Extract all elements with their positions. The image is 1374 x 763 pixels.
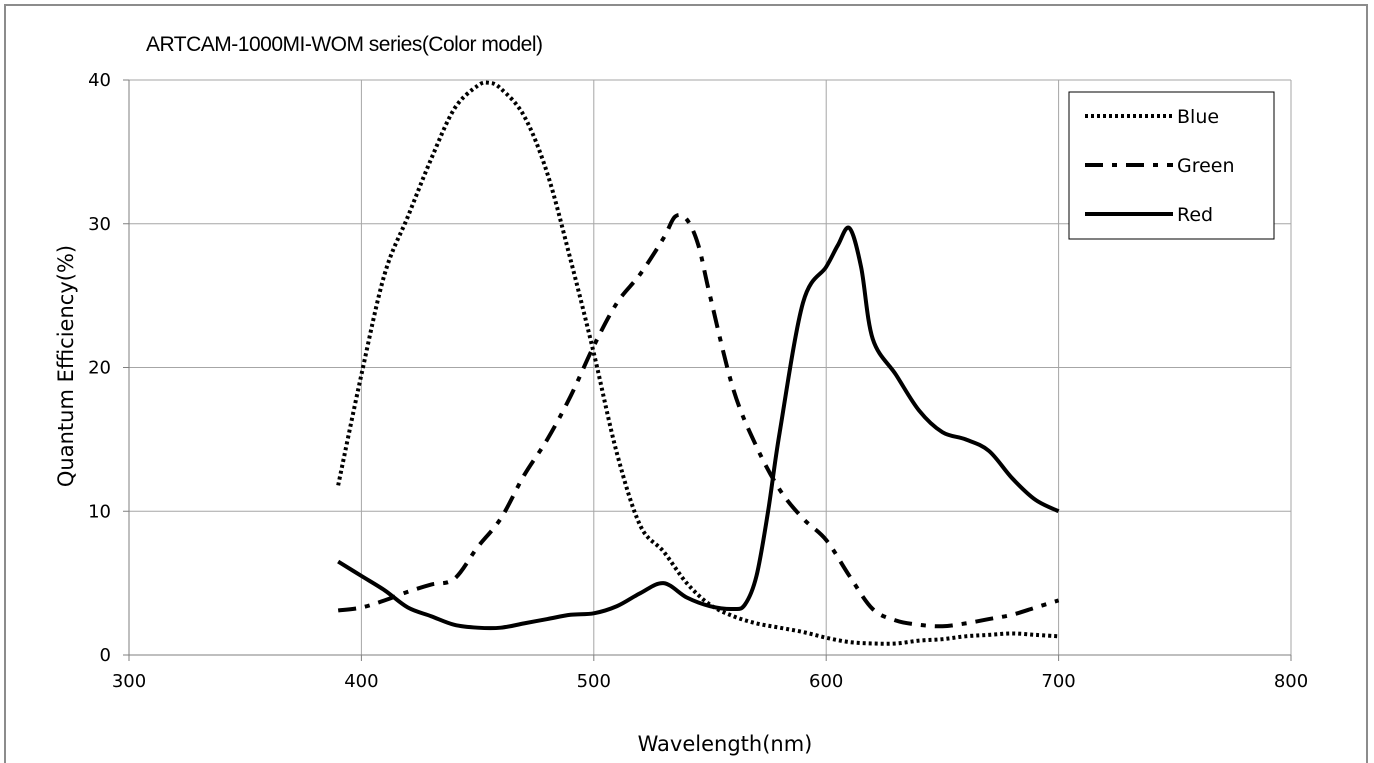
y-tick-label: 30 xyxy=(88,214,111,235)
chart-title: ARTCAM-1000MI-WOM series(Color model) xyxy=(146,33,543,56)
x-tick-labels: 300 400 500 600 700 800 xyxy=(112,671,1308,692)
x-tick-label: 300 xyxy=(112,671,146,692)
y-tick-label: 10 xyxy=(88,501,111,522)
series-line-green xyxy=(337,212,1060,629)
x-tick-label: 400 xyxy=(344,671,378,692)
x-tick-label: 800 xyxy=(1274,671,1308,692)
series-line-red xyxy=(337,225,1060,631)
y-tick-labels: 0 10 20 30 40 xyxy=(88,70,111,666)
legend: Blue Green Red xyxy=(1068,91,1275,240)
x-tick-label: 600 xyxy=(809,671,843,692)
y-tick-label: 0 xyxy=(100,645,111,666)
y-tick-label: 20 xyxy=(88,358,111,379)
legend-label-green: Green xyxy=(1177,155,1235,177)
y-axis-label: Quantum Efficiency(%) xyxy=(54,245,78,487)
x-tick-label: 500 xyxy=(577,671,611,692)
axes xyxy=(123,79,1292,661)
series-lines xyxy=(336,80,1060,646)
grid xyxy=(129,79,1292,655)
series-line-blue xyxy=(336,80,1059,646)
y-tick-label: 40 xyxy=(88,70,111,91)
x-tick-label: 700 xyxy=(1041,671,1075,692)
x-axis-label: Wavelength(nm) xyxy=(638,732,813,756)
legend-label-red: Red xyxy=(1177,204,1213,226)
legend-label-blue: Blue xyxy=(1177,106,1219,128)
